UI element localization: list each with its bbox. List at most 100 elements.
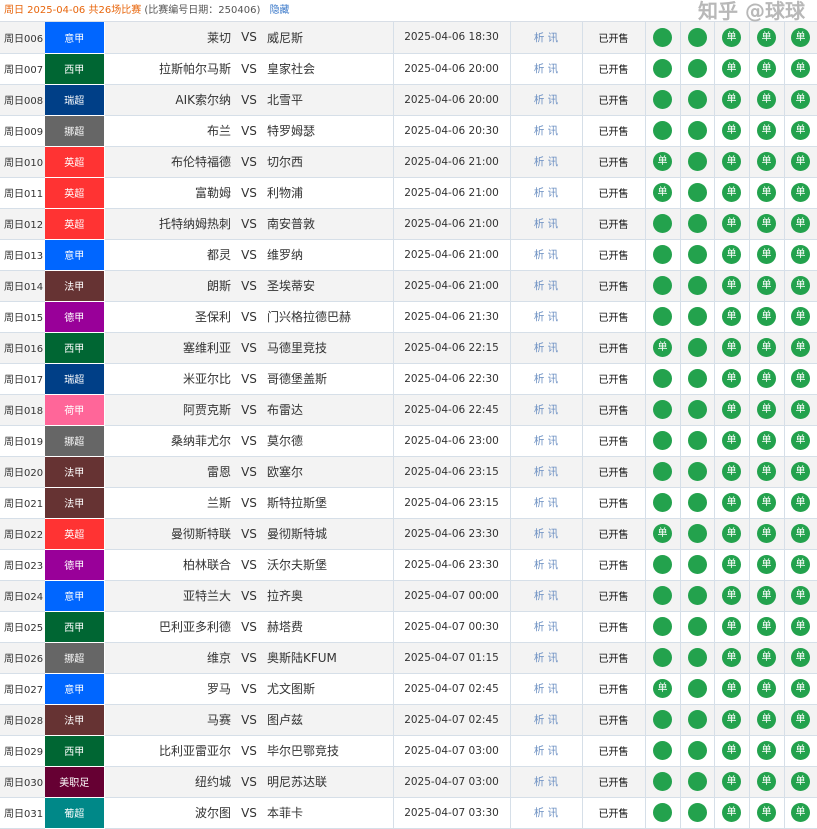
- single-badge-icon[interactable]: 单: [757, 710, 776, 729]
- league-badge[interactable]: 法甲: [45, 487, 105, 519]
- play-option-cell[interactable]: [680, 301, 715, 333]
- play-option-cell[interactable]: 单: [749, 270, 785, 302]
- league-badge[interactable]: 英超: [45, 177, 105, 209]
- green-dot-icon[interactable]: [653, 617, 672, 636]
- analysis-link[interactable]: 析 讯: [510, 673, 583, 705]
- analysis-link[interactable]: 析 讯: [510, 642, 583, 674]
- league-badge[interactable]: 德甲: [45, 301, 105, 333]
- single-badge-icon[interactable]: 单: [722, 493, 741, 512]
- analysis-link[interactable]: 析 讯: [510, 84, 583, 116]
- green-dot-icon[interactable]: [687, 27, 707, 47]
- play-option-cell[interactable]: [645, 797, 681, 829]
- single-badge-icon[interactable]: 单: [757, 400, 776, 419]
- play-option-cell[interactable]: 单: [749, 425, 785, 457]
- play-option-cell[interactable]: 单: [714, 797, 750, 829]
- home-team[interactable]: 塞维利亚: [104, 332, 237, 364]
- single-badge-icon[interactable]: 单: [722, 121, 741, 140]
- green-dot-icon[interactable]: [687, 90, 707, 109]
- play-option-cell[interactable]: 单: [714, 84, 750, 116]
- away-team[interactable]: 毕尔巴鄂竞技: [261, 735, 394, 767]
- analysis-link[interactable]: 析 讯: [510, 270, 583, 302]
- play-option-cell[interactable]: 单: [749, 146, 785, 178]
- play-option-cell[interactable]: [680, 766, 715, 798]
- play-option-cell[interactable]: 单: [714, 425, 750, 457]
- single-badge-icon[interactable]: 单: [757, 431, 776, 450]
- play-option-cell[interactable]: [680, 363, 715, 395]
- home-team[interactable]: 兰斯: [104, 487, 237, 519]
- play-option-cell[interactable]: 单: [714, 115, 750, 147]
- play-option-cell[interactable]: 单: [784, 425, 817, 457]
- green-dot-icon[interactable]: [653, 214, 672, 233]
- away-team[interactable]: 北雪平: [261, 84, 394, 116]
- home-team[interactable]: 莱切: [104, 22, 237, 54]
- single-badge-icon[interactable]: 单: [722, 183, 741, 202]
- analysis-link[interactable]: 析 讯: [510, 301, 583, 333]
- green-dot-icon[interactable]: [687, 307, 707, 326]
- single-badge-icon[interactable]: 单: [757, 121, 776, 140]
- green-dot-icon[interactable]: [653, 555, 672, 574]
- play-option-cell[interactable]: 单: [714, 642, 750, 674]
- green-dot-icon[interactable]: [687, 710, 707, 729]
- home-team[interactable]: 拉斯帕尔马斯: [104, 53, 237, 85]
- green-dot-icon[interactable]: [687, 803, 707, 822]
- single-badge-icon[interactable]: 单: [722, 555, 741, 574]
- single-badge-icon[interactable]: 单: [757, 555, 776, 574]
- green-dot-icon[interactable]: [653, 586, 672, 605]
- play-option-cell[interactable]: 单: [749, 332, 785, 364]
- single-badge-icon[interactable]: 单: [722, 679, 741, 698]
- play-option-cell[interactable]: [645, 84, 681, 116]
- single-badge-icon[interactable]: 单: [757, 803, 776, 822]
- analysis-link[interactable]: 析 讯: [510, 611, 583, 643]
- play-option-cell[interactable]: 单: [784, 239, 817, 271]
- single-badge-icon[interactable]: 单: [722, 617, 741, 636]
- play-option-cell[interactable]: 单: [784, 673, 817, 705]
- play-option-cell[interactable]: 单: [749, 797, 785, 829]
- play-option-cell[interactable]: [680, 797, 715, 829]
- play-option-cell[interactable]: 单: [784, 704, 817, 736]
- play-option-cell[interactable]: 单: [714, 146, 750, 178]
- home-team[interactable]: 朗斯: [104, 270, 237, 302]
- home-team[interactable]: 圣保利: [104, 301, 237, 333]
- analysis-link[interactable]: 析 讯: [510, 735, 583, 767]
- single-badge-icon[interactable]: 单: [722, 710, 741, 729]
- play-option-cell[interactable]: 单: [784, 518, 817, 550]
- play-option-cell[interactable]: 单: [784, 735, 817, 767]
- play-option-cell[interactable]: 单: [714, 673, 750, 705]
- single-badge-icon[interactable]: 单: [757, 90, 776, 109]
- play-option-cell[interactable]: [645, 611, 681, 643]
- play-option-cell[interactable]: 单: [784, 332, 817, 364]
- green-dot-icon[interactable]: [653, 276, 672, 295]
- single-badge-icon[interactable]: 单: [653, 152, 672, 171]
- analysis-link[interactable]: 析 讯: [510, 208, 583, 240]
- home-team[interactable]: 波尔图: [104, 797, 237, 829]
- single-badge-icon[interactable]: 单: [722, 586, 741, 605]
- analysis-link[interactable]: 析 讯: [510, 239, 583, 271]
- league-badge[interactable]: 瑞超: [45, 363, 105, 395]
- play-option-cell[interactable]: 单: [714, 394, 750, 426]
- single-badge-icon[interactable]: 单: [791, 27, 810, 47]
- single-badge-icon[interactable]: 单: [757, 524, 776, 543]
- play-option-cell[interactable]: 单: [714, 22, 750, 54]
- green-dot-icon[interactable]: [653, 245, 672, 264]
- analysis-link[interactable]: 析 讯: [510, 332, 583, 364]
- league-badge[interactable]: 意甲: [45, 580, 105, 612]
- single-badge-icon[interactable]: 单: [791, 772, 810, 791]
- home-team[interactable]: 马赛: [104, 704, 237, 736]
- play-option-cell[interactable]: 单: [784, 146, 817, 178]
- analysis-link[interactable]: 析 讯: [510, 425, 583, 457]
- green-dot-icon[interactable]: [687, 369, 707, 388]
- green-dot-icon[interactable]: [687, 183, 707, 202]
- home-team[interactable]: 巴利亚多利德: [104, 611, 237, 643]
- single-badge-icon[interactable]: 单: [791, 586, 810, 605]
- home-team[interactable]: 维京: [104, 642, 237, 674]
- play-option-cell[interactable]: [680, 84, 715, 116]
- away-team[interactable]: 布雷达: [261, 394, 394, 426]
- play-option-cell[interactable]: 单: [749, 363, 785, 395]
- green-dot-icon[interactable]: [687, 59, 707, 78]
- away-team[interactable]: 威尼斯: [261, 22, 394, 54]
- green-dot-icon[interactable]: [687, 245, 707, 264]
- single-badge-icon[interactable]: 单: [653, 524, 672, 543]
- home-team[interactable]: 罗马: [104, 673, 237, 705]
- single-badge-icon[interactable]: 单: [722, 59, 741, 78]
- away-team[interactable]: 圣埃蒂安: [261, 270, 394, 302]
